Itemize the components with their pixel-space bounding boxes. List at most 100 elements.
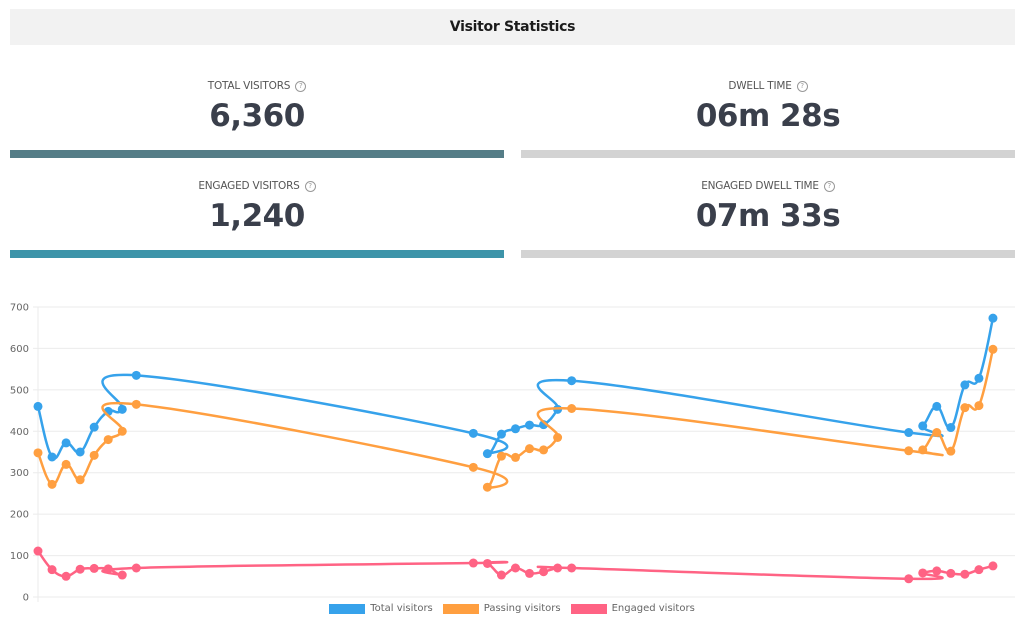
data-point-total-visitors	[61, 438, 71, 448]
data-point-engaged-visitors	[553, 563, 563, 573]
header-bar: Visitor Statistics	[10, 9, 1015, 45]
y-tick-label: 700	[10, 303, 29, 314]
data-point-passing-visitors	[482, 482, 492, 492]
data-point-total-visitors	[567, 376, 577, 386]
data-point-total-visitors	[988, 313, 998, 323]
data-point-engaged-visitors	[47, 565, 57, 575]
data-point-engaged-visitors	[946, 568, 956, 578]
legend-swatch	[329, 603, 366, 614]
legend-swatch	[570, 603, 607, 614]
legend-label: Engaged visitors	[611, 603, 695, 614]
stat-bar-engaged-visitors	[10, 250, 504, 258]
data-point-total-visitors	[75, 447, 85, 457]
y-tick-label: 200	[10, 510, 29, 521]
y-tick-label: 0	[23, 593, 29, 604]
data-point-passing-visitors	[946, 446, 956, 456]
legend-item-engaged-visitors[interactable]: Engaged visitors	[570, 603, 695, 614]
legend-label: Passing visitors	[483, 603, 561, 614]
data-point-total-visitors	[496, 429, 506, 439]
data-point-passing-visitors	[468, 462, 478, 472]
data-point-passing-visitors	[61, 459, 71, 469]
stat-engaged-visitors: ENGAGED VISITORS ? 1,240	[10, 180, 504, 234]
data-point-total-visitors	[482, 449, 492, 459]
data-point-passing-visitors	[103, 435, 113, 445]
y-tick-label: 500	[10, 385, 29, 396]
stat-bar-total-visitors	[10, 150, 504, 158]
legend-swatch	[442, 603, 479, 614]
data-point-total-visitors	[918, 421, 928, 431]
data-point-passing-visitors	[510, 452, 520, 462]
data-point-total-visitors	[974, 373, 984, 383]
data-point-engaged-visitors	[960, 569, 970, 579]
stat-bar-engaged-dwell-time	[521, 250, 1015, 258]
data-point-passing-visitors	[988, 344, 998, 354]
data-point-total-visitors	[89, 422, 99, 432]
data-point-engaged-visitors	[89, 563, 99, 573]
stat-bar-dwell-time	[521, 150, 1015, 158]
data-point-passing-visitors	[974, 401, 984, 411]
data-point-engaged-visitors	[918, 568, 928, 578]
data-point-passing-visitors	[33, 448, 43, 458]
data-point-passing-visitors	[567, 404, 577, 413]
data-point-engaged-visitors	[103, 564, 113, 574]
stat-label: TOTAL VISITORS	[207, 80, 291, 92]
stat-engaged-dwell-time: ENGAGED DWELL TIME ? 07m 33s	[521, 180, 1015, 234]
data-point-total-visitors	[33, 401, 43, 411]
series-line-passing-visitors	[36, 348, 995, 489]
question-circle-icon[interactable]: ?	[295, 80, 307, 92]
stat-label: DWELL TIME	[728, 80, 792, 92]
data-point-passing-visitors	[496, 451, 506, 461]
data-point-engaged-visitors	[567, 563, 577, 573]
data-point-total-visitors	[468, 428, 478, 438]
data-point-passing-visitors	[89, 450, 99, 460]
stat-value: 07m 33s	[695, 198, 841, 234]
data-point-total-visitors	[932, 401, 942, 411]
data-point-passing-visitors	[525, 444, 535, 454]
data-point-engaged-visitors	[932, 566, 942, 576]
data-point-engaged-visitors	[904, 574, 914, 584]
stat-value: 6,360	[209, 98, 305, 134]
data-point-total-visitors	[47, 452, 57, 462]
data-point-engaged-visitors	[988, 561, 998, 571]
y-tick-label: 600	[10, 344, 29, 355]
data-point-total-visitors	[117, 404, 127, 414]
data-point-passing-visitors	[904, 446, 914, 456]
chart-legend: Total visitors Passing visitors Engaged vi…	[0, 603, 1024, 614]
question-circle-icon[interactable]: ?	[823, 180, 835, 192]
data-point-engaged-visitors	[75, 564, 85, 574]
data-point-total-visitors	[525, 420, 535, 430]
series-line-total-visitors	[36, 317, 995, 460]
legend-item-passing-visitors[interactable]: Passing visitors	[442, 603, 561, 614]
data-point-engaged-visitors	[510, 563, 520, 573]
legend-label: Total visitors	[370, 603, 433, 614]
data-point-engaged-visitors	[539, 567, 549, 577]
data-point-engaged-visitors	[117, 570, 127, 580]
legend-item-total-visitors[interactable]: Total visitors	[329, 603, 433, 614]
data-point-passing-visitors	[131, 399, 141, 409]
data-point-passing-visitors	[47, 479, 57, 489]
data-point-engaged-visitors	[482, 558, 492, 568]
data-point-total-visitors	[904, 428, 914, 438]
data-point-engaged-visitors	[496, 570, 506, 580]
data-point-passing-visitors	[553, 433, 563, 442]
y-tick-label: 100	[10, 551, 29, 562]
data-point-engaged-visitors	[131, 563, 141, 573]
stat-value: 06m 28s	[695, 98, 841, 134]
data-point-passing-visitors	[918, 445, 928, 455]
data-point-total-visitors	[131, 370, 141, 380]
question-circle-icon[interactable]: ?	[796, 80, 808, 92]
data-point-total-visitors	[946, 423, 956, 433]
y-tick-label: 400	[10, 427, 29, 438]
data-point-total-visitors	[960, 380, 970, 390]
stat-label: ENGAGED DWELL TIME	[701, 180, 819, 192]
stat-dwell-time: DWELL TIME ? 06m 28s	[521, 80, 1015, 134]
question-circle-icon[interactable]: ?	[304, 180, 316, 192]
stat-value: 1,240	[209, 198, 305, 234]
data-point-engaged-visitors	[525, 568, 535, 578]
data-point-total-visitors	[510, 424, 520, 434]
data-point-engaged-visitors	[61, 571, 71, 581]
data-point-passing-visitors	[75, 475, 85, 485]
page-title: Visitor Statistics	[449, 19, 576, 35]
data-point-passing-visitors	[932, 428, 942, 438]
stat-label: ENGAGED VISITORS	[198, 180, 300, 192]
